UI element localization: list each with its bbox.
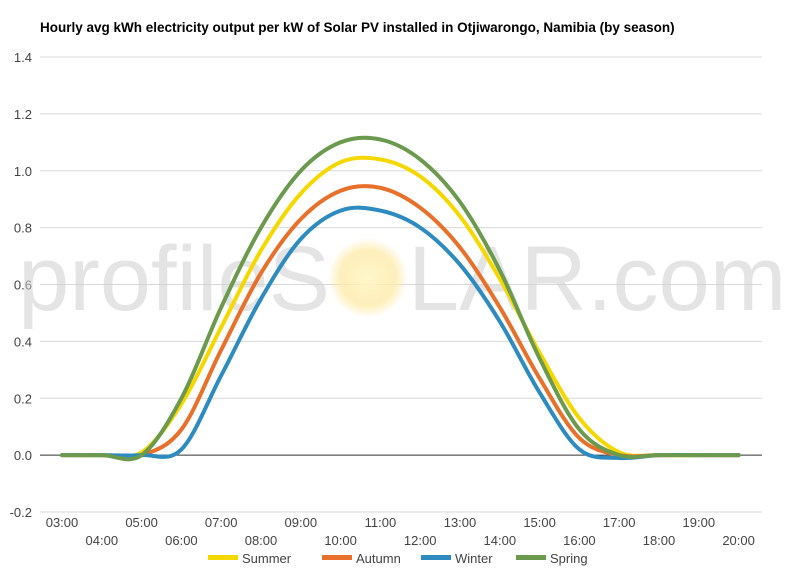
watermark-sun-logo <box>328 238 408 318</box>
x-tick-label: 20:00 <box>722 533 755 548</box>
legend-swatch-spring <box>516 555 546 560</box>
y-tick-label: 0.6 <box>14 278 32 293</box>
legend-label-autumn: Autumn <box>356 551 401 566</box>
x-tick-label: 06:00 <box>165 533 198 548</box>
x-tick-label: 16:00 <box>563 533 596 548</box>
y-tick-label: -0.2 <box>10 505 32 520</box>
y-tick-label: 1.0 <box>14 164 32 179</box>
legend-swatch-autumn <box>322 555 352 560</box>
x-tick-label: 14:00 <box>484 533 517 548</box>
x-tick-label: 03:00 <box>46 515 79 530</box>
x-tick-label: 08:00 <box>245 533 278 548</box>
series-line-spring <box>60 135 741 462</box>
x-tick-label: 05:00 <box>125 515 158 530</box>
x-tick-label: 12:00 <box>404 533 437 548</box>
legend-label-winter: Winter <box>455 551 493 566</box>
x-tick-label: 18:00 <box>643 533 676 548</box>
legend-label-summer: Summer <box>242 551 292 566</box>
y-tick-label: 1.4 <box>14 50 32 65</box>
legend-label-spring: Spring <box>550 551 588 566</box>
y-tick-label: 0.4 <box>14 334 32 349</box>
series-line-summer <box>60 155 741 459</box>
x-tick-label: 11:00 <box>365 515 397 530</box>
x-tick-label: 19:00 <box>683 515 716 530</box>
x-tick-label: 04:00 <box>86 533 119 548</box>
x-tick-label: 17:00 <box>603 515 636 530</box>
x-tick-label: 10:00 <box>324 533 357 548</box>
y-tick-label: 0.8 <box>14 221 32 236</box>
series-line-winter <box>60 205 741 461</box>
x-tick-label: 13:00 <box>444 515 477 530</box>
y-tick-label: 0.2 <box>14 391 32 406</box>
legend-swatch-winter <box>421 555 451 560</box>
y-tick-label: 1.2 <box>14 107 32 122</box>
x-tick-label: 07:00 <box>205 515 238 530</box>
legend-swatch-summer <box>208 555 238 560</box>
watermark-text-right: LAR.com <box>408 228 786 330</box>
chart-title: Hourly avg kWh electricity output per kW… <box>40 20 675 35</box>
y-tick-label: 0.0 <box>14 448 32 463</box>
x-tick-label: 09:00 <box>285 515 318 530</box>
x-tick-label: 15:00 <box>523 515 556 530</box>
